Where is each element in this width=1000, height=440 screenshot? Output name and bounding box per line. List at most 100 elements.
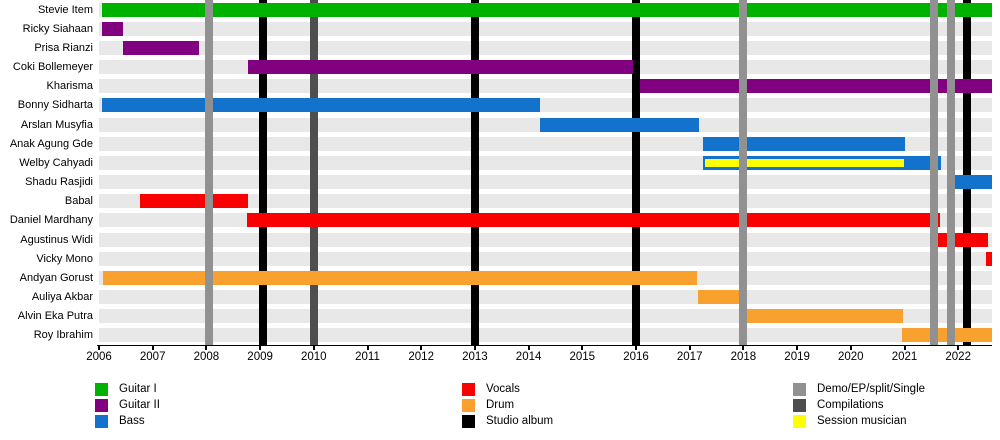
- member-label: Bonny Sidharta: [17, 99, 93, 112]
- legend-label: Vocals: [486, 383, 520, 395]
- member-label: Stevie Item: [37, 3, 93, 16]
- release-line-studio_album: [632, 0, 640, 345]
- legend-swatch-studio_album: [462, 415, 475, 428]
- axis-year-label: 2019: [784, 351, 810, 363]
- member-bar: [103, 270, 697, 285]
- axis-tick: [312, 345, 315, 350]
- legend-label: Guitar I: [119, 383, 157, 395]
- row-stripe: [99, 21, 992, 36]
- member-label: Kharisma: [46, 80, 93, 93]
- axis-tick: [688, 345, 691, 350]
- axis-year-label: 2006: [86, 351, 112, 363]
- member-bar: [639, 79, 993, 94]
- member-bar: [697, 290, 744, 305]
- legend-swatch-guitar1: [95, 383, 108, 396]
- axis-year-label: 2012: [408, 351, 434, 363]
- axis-year-label: 2022: [945, 351, 971, 363]
- axis-tick: [849, 345, 852, 350]
- row-stripe: [99, 194, 992, 209]
- axis-tick: [742, 345, 745, 350]
- member-label: Alvin Eka Putra: [17, 310, 93, 323]
- member-label: Coki Bollemeyer: [12, 61, 93, 74]
- axis-tick: [98, 345, 100, 350]
- member-label: Daniel Mardhany: [9, 214, 93, 227]
- axis-year-label: 2013: [462, 351, 488, 363]
- release-line-demo: [930, 0, 939, 345]
- axis-tick: [151, 345, 154, 350]
- axis-tick: [366, 345, 369, 350]
- axis-year-label: 2011: [355, 351, 380, 363]
- legend-label: Bass: [119, 415, 145, 427]
- member-bar: [102, 2, 993, 17]
- member-bar: [539, 117, 700, 132]
- legend-label: Guitar II: [119, 399, 160, 411]
- member-bar: [102, 98, 540, 113]
- release-line-compilations: [309, 0, 318, 345]
- axis-tick: [527, 345, 530, 350]
- axis-tick: [796, 345, 799, 350]
- axis-tick: [957, 345, 960, 350]
- axis-tick: [473, 345, 476, 350]
- member-bar: [946, 175, 993, 190]
- member-label: Shadu Rasjidi: [25, 176, 93, 189]
- axis-year-label: 2021: [891, 351, 918, 363]
- release-line-studio_album: [470, 0, 479, 345]
- row-stripe: [99, 328, 992, 343]
- axis-tick: [903, 345, 906, 350]
- legend-swatch-demo: [793, 383, 806, 396]
- release-line-studio_album: [258, 0, 267, 345]
- legend-swatch-vocals: [462, 383, 475, 396]
- row-stripe: [99, 232, 992, 247]
- member-bar: [102, 21, 124, 36]
- member-bar: [247, 213, 940, 228]
- member-label: Agustinus Widi: [20, 233, 93, 246]
- legend-label: Compilations: [817, 399, 884, 411]
- legend-label: Session musician: [817, 415, 907, 427]
- legend-label: Drum: [486, 399, 515, 411]
- axis-year-label: 2018: [730, 351, 757, 363]
- member-bar: [123, 40, 200, 55]
- row-stripe: [99, 251, 992, 266]
- axis-year-label: 2015: [569, 351, 596, 363]
- legend-swatch-session: [793, 415, 806, 428]
- row-stripe: [99, 175, 992, 190]
- member-bar: [703, 136, 906, 151]
- member-label: Arslan Musyfia: [20, 118, 93, 131]
- member-label: Babal: [64, 195, 93, 208]
- axis-year-label: 2008: [193, 351, 220, 363]
- axis-tick: [205, 345, 208, 350]
- legend-label: Studio album: [486, 415, 554, 427]
- legend-swatch-bass: [95, 415, 108, 428]
- axis-year-label: 2009: [247, 351, 273, 363]
- legend-label: Demo/EP/split/Single: [817, 383, 926, 395]
- axis-year-label: 2016: [623, 351, 649, 363]
- member-bar: [139, 194, 249, 209]
- legend-swatch-guitar2: [95, 399, 108, 412]
- legend-swatch-compilations: [793, 399, 806, 412]
- member-bar: [937, 232, 988, 247]
- axis-year-label: 2017: [676, 351, 703, 363]
- row-stripe: [99, 40, 992, 55]
- member-label: Ricky Siahaan: [22, 22, 93, 35]
- axis-tick: [581, 345, 584, 350]
- member-bar: [743, 309, 903, 324]
- member-label: Andyan Gorust: [19, 271, 93, 284]
- release-line-demo: [947, 0, 956, 345]
- member-label: Auliya Akbar: [31, 291, 93, 304]
- legend-swatch-drum: [462, 399, 475, 412]
- member-bar: [901, 328, 993, 343]
- axis-year-label: 2014: [515, 351, 542, 363]
- member-label: Welby Cahyadi: [19, 156, 93, 169]
- release-line-demo: [739, 0, 748, 345]
- row-stripe: [99, 290, 992, 305]
- release-line-demo: [205, 0, 214, 345]
- session-overlay-bar: [704, 158, 905, 167]
- member-bar: [248, 60, 633, 75]
- axis-year-label: 2020: [838, 351, 864, 363]
- member-label: Prisa Rianzi: [34, 41, 93, 54]
- member-label: Vicky Mono: [36, 252, 93, 265]
- axis-tick: [635, 345, 637, 350]
- axis-year-label: 2010: [301, 351, 327, 363]
- member-label: Roy Ibrahim: [33, 329, 93, 342]
